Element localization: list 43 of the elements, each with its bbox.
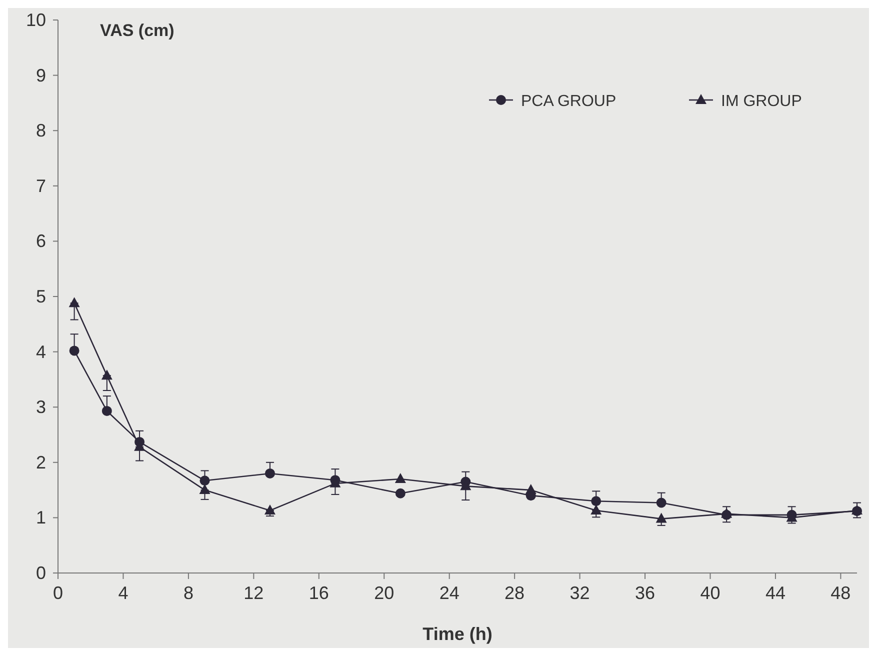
x-tick-label: 16 <box>308 583 329 603</box>
x-tick-label: 20 <box>374 583 394 603</box>
point <box>102 406 112 416</box>
point <box>200 476 210 486</box>
point <box>590 504 602 515</box>
x-tick-label: 48 <box>830 583 851 603</box>
point <box>525 484 536 494</box>
y-tick-label: 4 <box>36 342 46 362</box>
point <box>264 468 275 478</box>
point <box>656 498 666 508</box>
x-tick-label: 0 <box>52 583 64 603</box>
x-axis-title: Time (h) <box>422 624 492 644</box>
x-tick-label: 44 <box>765 583 786 603</box>
x-tick-label: 4 <box>118 583 128 603</box>
y-tick-label: 1 <box>36 508 46 528</box>
y-tick-label: 3 <box>36 397 46 418</box>
x-tick-label: 28 <box>504 583 525 603</box>
point <box>656 512 667 523</box>
x-tick-label: 8 <box>183 583 194 603</box>
y-tick-label: 6 <box>36 231 46 252</box>
x-tick-label: 36 <box>635 583 656 603</box>
point <box>199 484 210 494</box>
point <box>264 504 276 515</box>
x-tick-label: 40 <box>700 583 720 603</box>
y-tick-label: 2 <box>36 452 46 472</box>
y-tick-label: 7 <box>36 176 46 196</box>
point <box>394 472 406 483</box>
point <box>68 297 80 308</box>
legend-label: IM GROUP <box>721 93 802 110</box>
y-tick-label: 0 <box>36 563 46 583</box>
y-tick-label: 5 <box>36 286 46 306</box>
x-tick-label: 32 <box>570 583 590 603</box>
legend-label: PCA GROUP <box>521 93 616 110</box>
x-tick-label: 24 <box>439 583 460 603</box>
point <box>69 346 80 356</box>
point <box>101 370 112 380</box>
x-tick-label: 12 <box>244 583 264 603</box>
point <box>395 488 406 498</box>
y-tick-label: 9 <box>36 65 46 86</box>
y-tick-label: 8 <box>36 120 46 141</box>
y-tick-label: 10 <box>26 10 46 30</box>
point <box>591 496 602 506</box>
y-axis-title: VAS (cm) <box>100 21 174 40</box>
